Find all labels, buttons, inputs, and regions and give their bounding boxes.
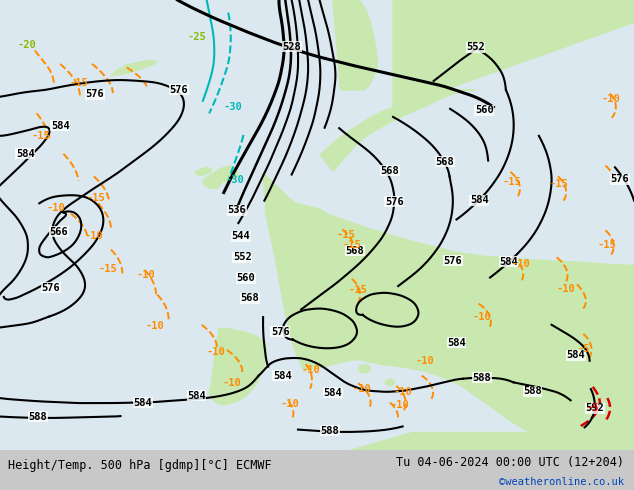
Text: 584: 584 bbox=[499, 257, 518, 267]
Polygon shape bbox=[349, 432, 634, 450]
Text: -15: -15 bbox=[550, 179, 569, 190]
Text: -10: -10 bbox=[301, 365, 320, 375]
Polygon shape bbox=[111, 61, 157, 75]
Polygon shape bbox=[209, 328, 266, 405]
Circle shape bbox=[359, 365, 370, 373]
Text: 536: 536 bbox=[228, 205, 247, 215]
Text: 584: 584 bbox=[470, 195, 489, 205]
Text: -15: -15 bbox=[98, 264, 117, 274]
Text: 568: 568 bbox=[346, 245, 365, 256]
Text: 568: 568 bbox=[380, 166, 399, 176]
Text: Height/Temp. 500 hPa [gdmp][°C] ECMWF: Height/Temp. 500 hPa [gdmp][°C] ECMWF bbox=[8, 459, 271, 471]
Text: -10: -10 bbox=[136, 270, 155, 280]
Text: -10: -10 bbox=[206, 347, 225, 357]
Text: 584: 584 bbox=[16, 149, 35, 159]
Text: -10: -10 bbox=[281, 399, 300, 409]
Text: 560: 560 bbox=[475, 105, 494, 115]
Text: -30: -30 bbox=[225, 175, 244, 185]
Text: -15: -15 bbox=[70, 78, 89, 88]
Text: 576: 576 bbox=[271, 327, 290, 337]
Text: 552: 552 bbox=[466, 42, 485, 52]
Text: Tu 04-06-2024 00:00 UTC (12+204): Tu 04-06-2024 00:00 UTC (12+204) bbox=[396, 456, 624, 469]
Text: 588: 588 bbox=[29, 412, 48, 421]
Text: -10: -10 bbox=[146, 321, 165, 331]
Text: -15: -15 bbox=[503, 177, 522, 187]
Text: -10: -10 bbox=[602, 94, 621, 104]
Text: -10: -10 bbox=[393, 387, 412, 397]
Text: 584: 584 bbox=[187, 391, 206, 401]
Polygon shape bbox=[203, 167, 238, 189]
Text: 560: 560 bbox=[236, 273, 256, 283]
Text: 576: 576 bbox=[611, 174, 630, 184]
Text: 576: 576 bbox=[86, 90, 105, 99]
Text: -15: -15 bbox=[349, 285, 368, 295]
Text: -10: -10 bbox=[556, 284, 575, 294]
Text: 588: 588 bbox=[472, 373, 491, 383]
Polygon shape bbox=[195, 168, 212, 175]
Text: -10: -10 bbox=[84, 231, 103, 241]
Text: 584: 584 bbox=[323, 388, 342, 398]
Text: 584: 584 bbox=[133, 397, 152, 408]
Text: -15: -15 bbox=[598, 240, 617, 250]
Polygon shape bbox=[333, 0, 377, 90]
Text: 528: 528 bbox=[282, 42, 301, 52]
Text: -30: -30 bbox=[224, 102, 243, 112]
Text: 576: 576 bbox=[443, 256, 462, 266]
Text: -10: -10 bbox=[472, 312, 491, 322]
Text: 576: 576 bbox=[41, 283, 60, 293]
Polygon shape bbox=[320, 90, 476, 171]
Text: 576: 576 bbox=[169, 85, 188, 95]
Text: 552: 552 bbox=[233, 252, 252, 262]
Text: 576: 576 bbox=[385, 196, 404, 206]
Polygon shape bbox=[263, 173, 634, 450]
Text: 544: 544 bbox=[231, 231, 250, 241]
Text: 568: 568 bbox=[240, 293, 259, 303]
Text: 584: 584 bbox=[566, 350, 585, 360]
Text: -15: -15 bbox=[342, 240, 361, 250]
Text: 588: 588 bbox=[523, 386, 542, 396]
Text: 568: 568 bbox=[436, 157, 455, 167]
Text: -5: -5 bbox=[577, 343, 590, 354]
Text: -25: -25 bbox=[187, 32, 206, 42]
Text: 566: 566 bbox=[49, 227, 68, 237]
Text: -5: -5 bbox=[586, 403, 599, 414]
Circle shape bbox=[315, 349, 325, 357]
Text: 592: 592 bbox=[585, 403, 604, 414]
Circle shape bbox=[321, 342, 328, 347]
Text: -10: -10 bbox=[46, 203, 65, 213]
Text: 584: 584 bbox=[447, 338, 466, 348]
Circle shape bbox=[385, 379, 394, 386]
Text: -10: -10 bbox=[415, 356, 434, 366]
Text: -10: -10 bbox=[512, 260, 531, 270]
Text: 584: 584 bbox=[273, 370, 292, 381]
Text: -15: -15 bbox=[87, 193, 106, 203]
Text: ©weatheronline.co.uk: ©weatheronline.co.uk bbox=[500, 477, 624, 487]
Text: -10: -10 bbox=[222, 378, 241, 388]
Text: -10: -10 bbox=[390, 400, 409, 410]
Text: -15: -15 bbox=[32, 131, 51, 141]
Polygon shape bbox=[393, 0, 634, 108]
Text: 588: 588 bbox=[320, 426, 339, 436]
Text: -10: -10 bbox=[352, 384, 371, 394]
Text: 584: 584 bbox=[51, 121, 70, 131]
Text: -15: -15 bbox=[337, 230, 356, 240]
Text: -20: -20 bbox=[17, 40, 36, 50]
